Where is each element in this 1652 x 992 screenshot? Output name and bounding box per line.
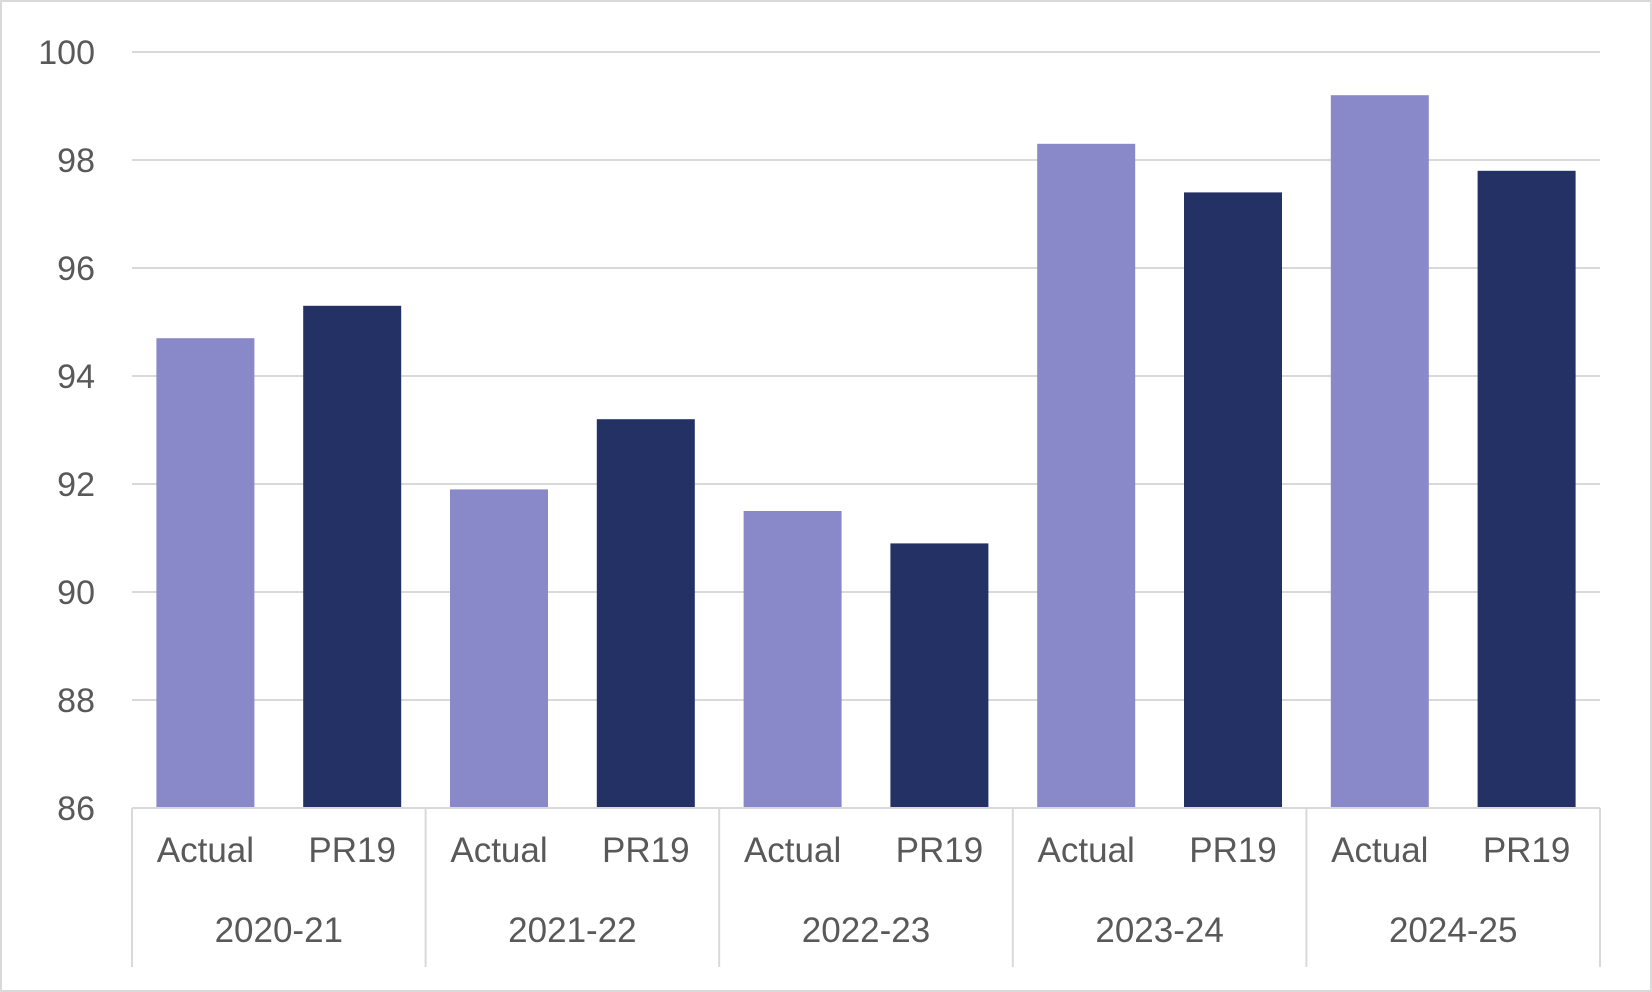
category-label-pr19: PR19: [896, 831, 984, 870]
y-tick-label: 94: [57, 358, 95, 396]
bar-pr19-2023-24: [1184, 192, 1282, 808]
bar-pr19-2022-23: [890, 543, 989, 808]
group-label: 2021-22: [508, 911, 636, 950]
group-label: 2023-24: [1095, 911, 1223, 950]
group-label: 2024-25: [1389, 911, 1517, 950]
bar-pr19-2020-21: [303, 305, 402, 808]
bar-actual-2024-25: [1330, 95, 1429, 808]
y-tick-label: 98: [57, 142, 95, 180]
x-axis: [131, 807, 1601, 967]
y-tick-label: 88: [57, 682, 95, 720]
bars: [156, 95, 1576, 809]
bar-actual-2020-21: [156, 338, 255, 808]
category-label-pr19: PR19: [602, 831, 690, 870]
bar-actual-2022-23: [743, 511, 842, 808]
category-label-actual: Actual: [157, 831, 254, 870]
y-tick-label: 90: [57, 574, 95, 612]
x-axis-labels: Actual PR19 2020-21 Actual PR19 2021-22 Actual…: [157, 831, 1571, 950]
category-label-pr19: PR19: [1189, 831, 1277, 870]
category-label-actual: Actual: [1038, 831, 1135, 870]
y-tick-label: 86: [57, 790, 95, 828]
group-label: 2022-23: [802, 911, 930, 950]
y-tick-label: 96: [57, 250, 95, 288]
bar-pr19-2021-22: [596, 419, 695, 808]
group-label: 2020-21: [215, 911, 343, 950]
category-label-pr19: PR19: [308, 831, 396, 870]
y-tick-label: 100: [38, 34, 95, 72]
category-label-actual: Actual: [744, 831, 841, 870]
category-label-pr19: PR19: [1483, 831, 1571, 870]
category-label-actual: Actual: [1331, 831, 1428, 870]
bar-pr19-2024-25: [1477, 170, 1576, 809]
y-tick-label: 92: [57, 466, 95, 504]
y-axis-ticks: 86 88 90 92 94 96 98 100: [38, 34, 95, 828]
category-label-actual: Actual: [450, 831, 547, 870]
bar-actual-2023-24: [1037, 143, 1136, 809]
bar-actual-2021-22: [450, 489, 548, 808]
